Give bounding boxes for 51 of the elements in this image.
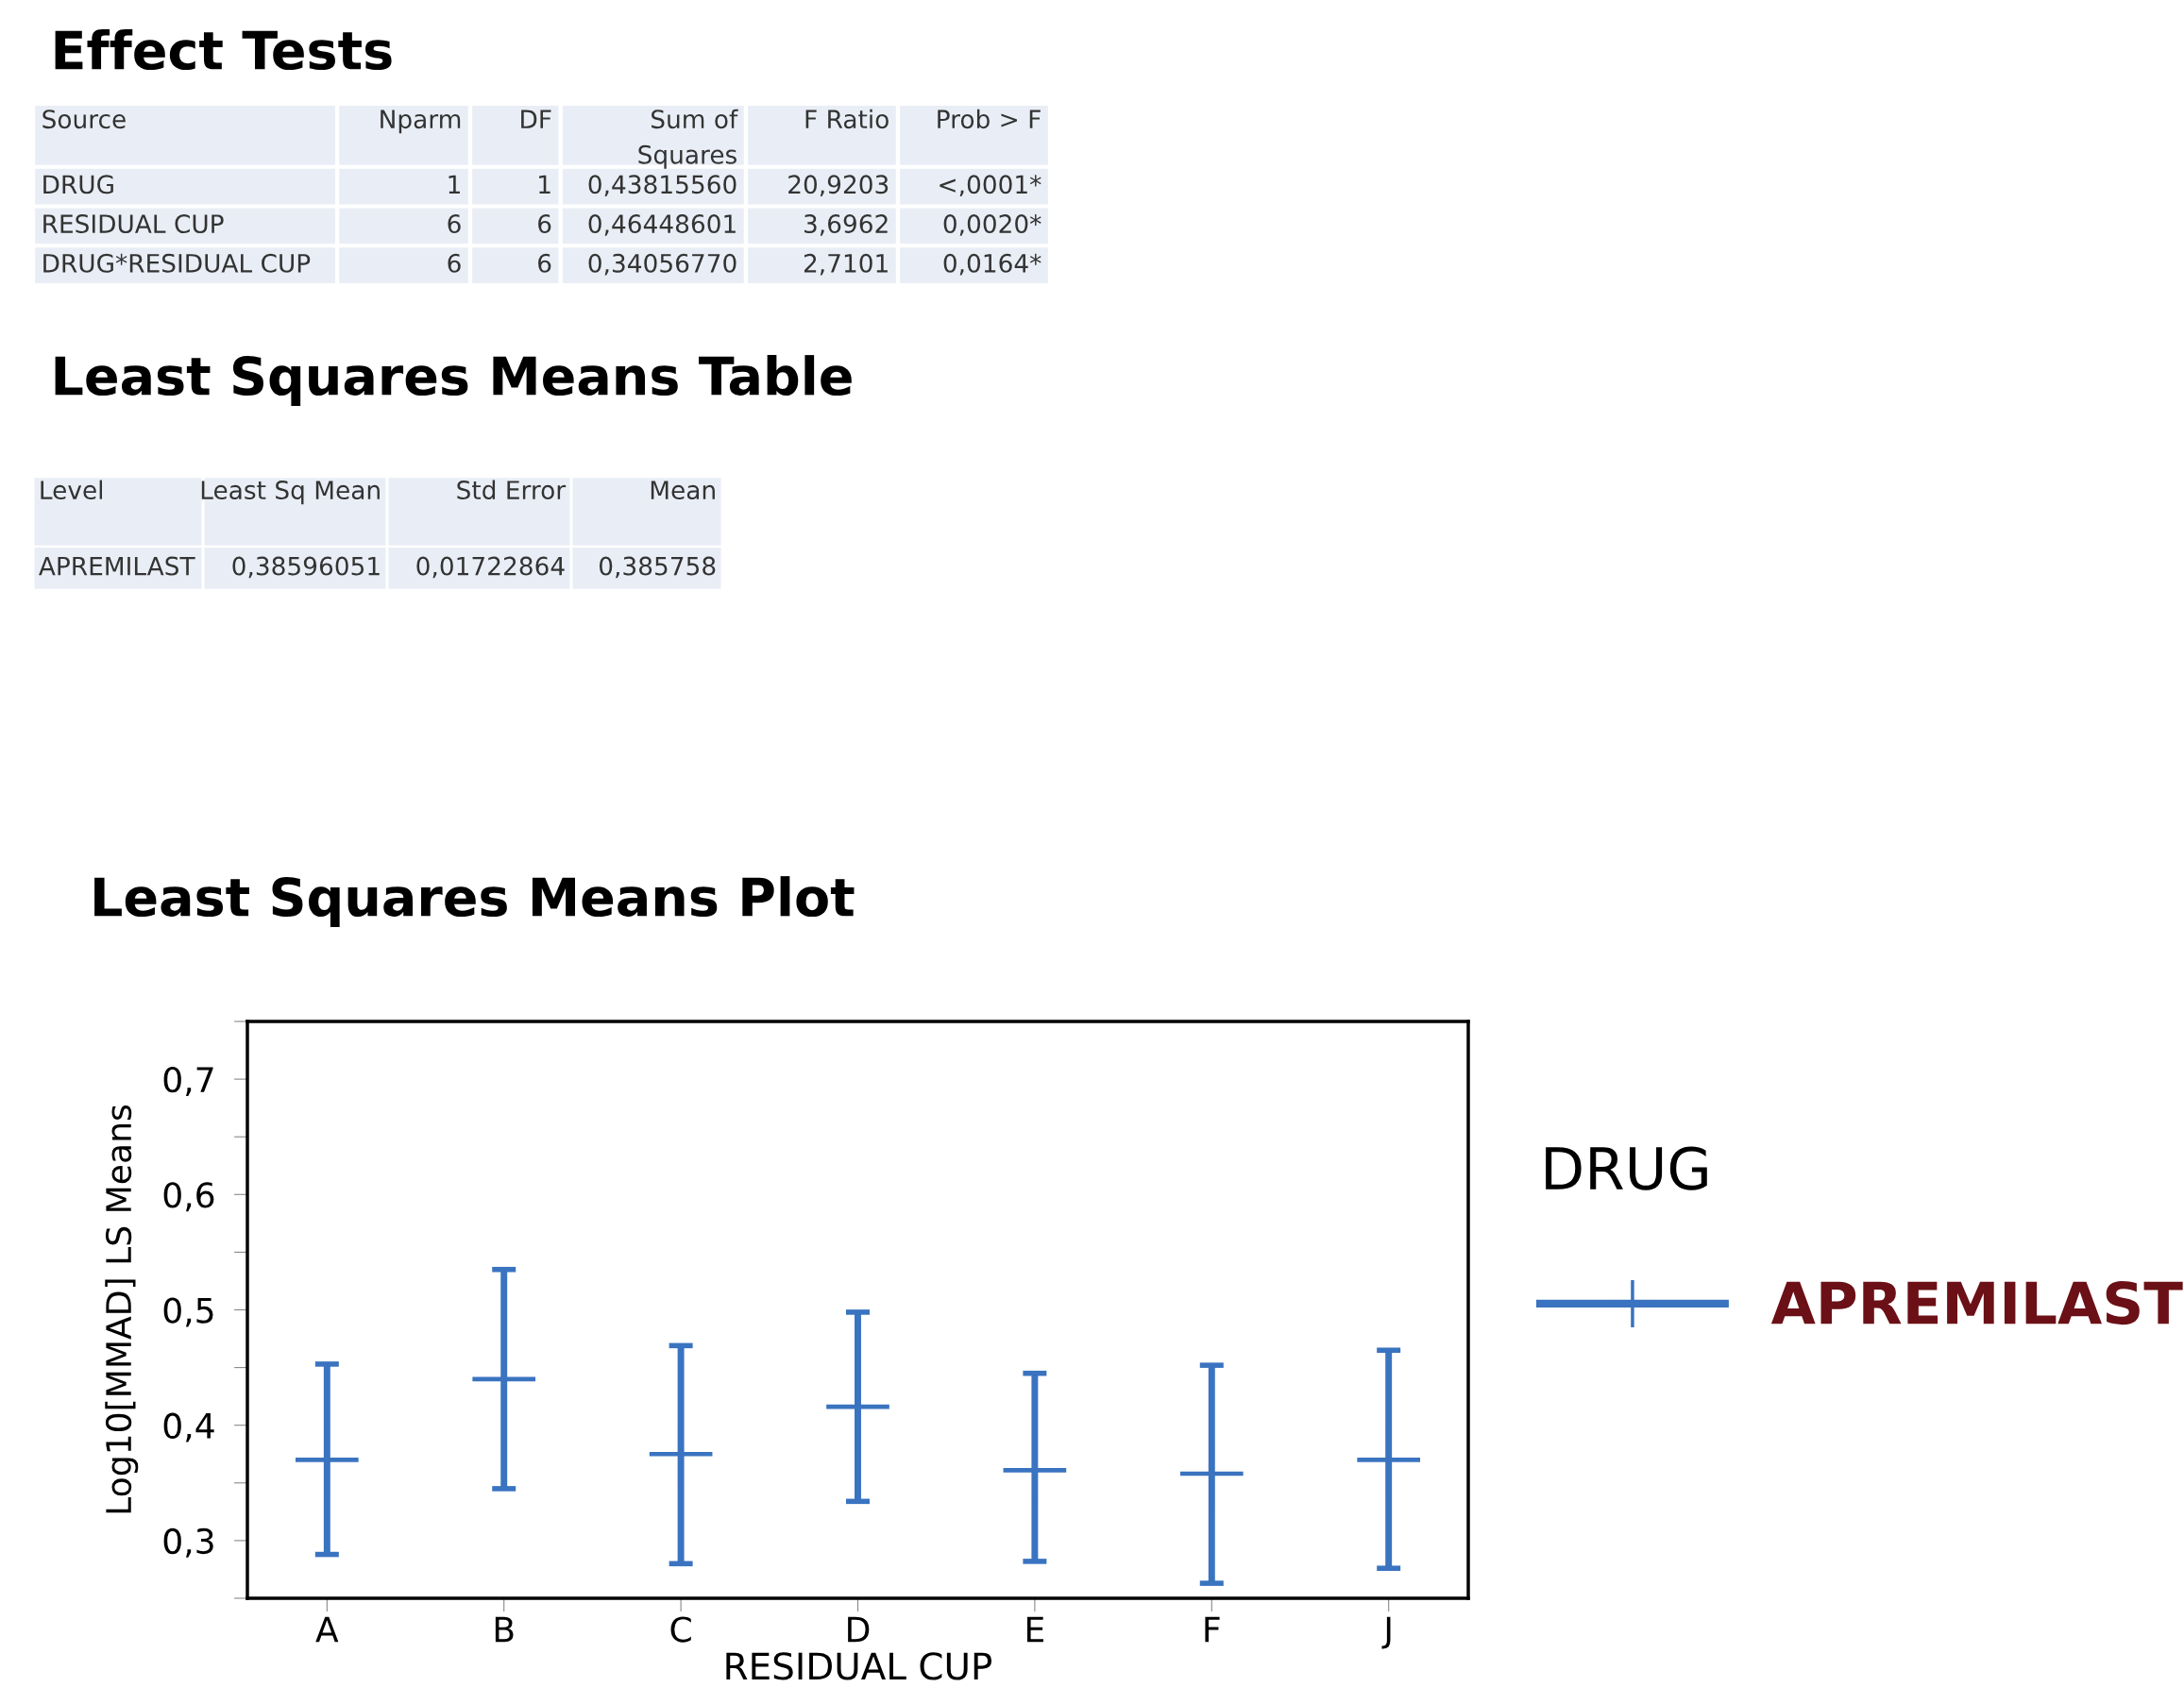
text: 0,34056770 — [588, 253, 736, 276]
text: 1 — [449, 175, 460, 194]
chart-title: Least Squares Means Plot — [94, 876, 855, 927]
x-tick-label: C — [670, 1616, 691, 1643]
y-tick-label: 0,7 — [163, 1067, 213, 1097]
text: 1 — [539, 175, 550, 194]
x-tick-label: F — [1205, 1616, 1220, 1643]
text: 6 — [448, 214, 461, 234]
x-tick-label: E — [1027, 1616, 1043, 1643]
x-axis-title: RESIDUAL CUP — [726, 1652, 992, 1680]
category-label: RESIDUAL CUP — [43, 214, 224, 234]
text: 0,01722864 — [416, 556, 565, 579]
category-label: APREMILAST — [39, 556, 195, 576]
category-label: Least Sq Mean — [201, 481, 380, 505]
y-tick-label: 0,4 — [163, 1412, 214, 1442]
text: <,0001* — [940, 175, 1041, 196]
text: Effect Tests — [55, 29, 392, 71]
text: 0,0164* — [943, 253, 1041, 276]
category-label: DRUG*RESIDUAL CUP — [43, 253, 311, 273]
category-label: F Ratio — [805, 109, 889, 129]
text: 0,0020* — [943, 214, 1041, 236]
y-axis-title: Log10[MMAD] LS Means — [105, 1105, 139, 1513]
text: 6 — [448, 253, 461, 273]
text: 0,46448601 — [588, 214, 736, 236]
text: Least Squares Means Table — [55, 355, 852, 406]
text: 3,6962 — [804, 214, 888, 236]
x-tick-label: B — [495, 1616, 514, 1643]
text: 0,43815560 — [588, 175, 736, 196]
y-tick-label: 0,3 — [163, 1527, 213, 1558]
text: 20,9203 — [788, 175, 889, 196]
x-tick-label: J — [1381, 1616, 1391, 1649]
y-tick-label: 0,6 — [163, 1182, 214, 1212]
text: 6 — [538, 214, 551, 234]
category-label: Prob > F — [938, 109, 1041, 129]
category-label: Nparm — [381, 110, 461, 134]
text: 0,38596051 — [232, 556, 380, 579]
category-label: Source — [42, 110, 126, 129]
category-label: Sum of Squares — [638, 109, 738, 169]
text: 0,385758 — [599, 556, 716, 579]
category-label: DF — [521, 110, 551, 128]
category-label: DRUG — [43, 175, 113, 194]
y-tick-label: 0,5 — [163, 1297, 213, 1327]
category-label: Std Error — [457, 480, 567, 500]
legend-label: APREMILAST — [1770, 1280, 2183, 1325]
text: 2,7101 — [804, 253, 888, 276]
category-label: Mean — [651, 481, 715, 500]
x-tick-label: A — [315, 1616, 339, 1643]
text: 6 — [538, 253, 551, 273]
legend-title: DRUG — [1546, 1146, 1707, 1190]
category-label: Level — [41, 480, 103, 500]
x-tick-label: D — [848, 1616, 870, 1643]
